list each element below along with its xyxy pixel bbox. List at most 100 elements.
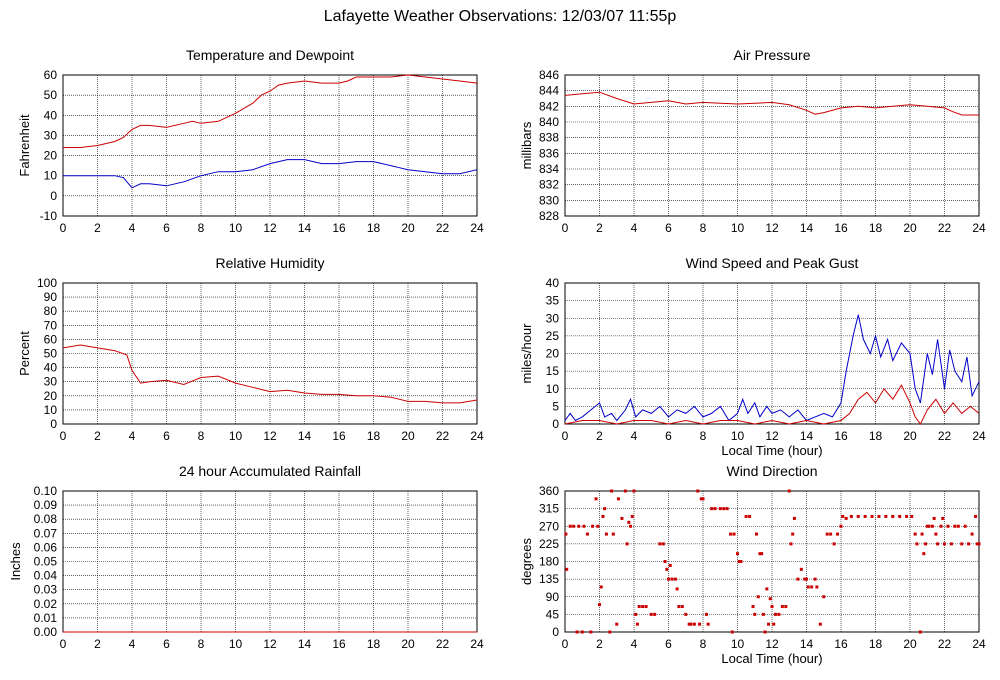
y-tick-label: 0	[50, 417, 57, 431]
data-point	[575, 630, 579, 634]
data-point	[796, 577, 800, 581]
y-tick-label: 80	[44, 304, 58, 318]
data-point	[665, 567, 669, 571]
data-point	[967, 542, 971, 546]
y-tick-label: 0.00	[34, 625, 58, 639]
y-tick-label: 50	[44, 347, 58, 361]
data-point	[675, 587, 679, 591]
data-point	[629, 524, 633, 528]
x-tick-label: 2	[94, 429, 101, 443]
x-tick-label: 14	[800, 429, 814, 443]
x-tick-label: 20	[401, 429, 415, 443]
y-tick-label: -10	[40, 209, 58, 223]
series-line-2	[63, 159, 478, 189]
x-tick-label: 10	[229, 429, 243, 443]
data-point	[663, 560, 667, 563]
data-point	[582, 524, 586, 528]
y-tick-label: 0	[50, 189, 57, 203]
y-axis-label: degrees	[519, 538, 534, 585]
data-point	[815, 585, 819, 589]
x-tick-label: 18	[367, 637, 381, 651]
data-point	[943, 542, 946, 546]
chart-title: Temperature and Dewpoint	[186, 47, 354, 63]
data-point	[822, 595, 826, 599]
plot-frame	[564, 490, 980, 633]
data-point	[596, 524, 600, 528]
x-tick-label: 12	[263, 429, 277, 443]
x-tick-label: 8	[700, 221, 707, 235]
y-tick-label: 35	[546, 294, 560, 308]
data-point	[941, 516, 945, 520]
series-line-2	[564, 384, 980, 425]
data-point	[844, 516, 848, 520]
data-point	[913, 532, 917, 536]
x-tick-label: 6	[665, 429, 672, 443]
data-point	[946, 524, 950, 528]
x-tick-label: 6	[163, 429, 170, 443]
y-tick-label: 100	[37, 276, 57, 290]
x-tick-label: 14	[298, 429, 312, 443]
data-point	[608, 630, 612, 634]
data-point	[856, 514, 860, 518]
y-tick-label: 90	[44, 290, 58, 304]
data-point	[773, 612, 777, 616]
data-point	[829, 532, 833, 536]
data-point	[763, 630, 767, 634]
x-tick-label: 6	[163, 637, 170, 651]
y-tick-label: 5	[552, 399, 559, 413]
data-point	[925, 524, 929, 528]
data-point	[930, 524, 934, 528]
x-tick-label: 24	[470, 637, 484, 651]
x-tick-label: 4	[631, 429, 638, 443]
data-point	[729, 532, 733, 536]
data-point	[585, 532, 589, 536]
data-point	[565, 567, 569, 571]
data-point	[799, 567, 803, 571]
x-tick-label: 4	[129, 637, 136, 651]
x-tick-label: 14	[800, 637, 814, 651]
x-tick-label: 8	[198, 221, 205, 235]
data-point	[765, 587, 769, 591]
y-tick-label: 834	[539, 162, 559, 176]
y-tick-label: 0.03	[34, 583, 58, 597]
x-tick-label: 24	[972, 637, 986, 651]
x-tick-label: 6	[163, 221, 170, 235]
y-tick-label: 0.04	[34, 569, 58, 583]
data-point	[630, 514, 634, 518]
x-tick-label: 2	[94, 221, 101, 235]
y-tick-label: 842	[539, 99, 559, 113]
x-tick-label: 22	[938, 221, 952, 235]
page-title: Lafayette Weather Observations: 12/03/07…	[323, 8, 677, 25]
series-line-1	[63, 74, 478, 148]
data-point	[603, 507, 607, 511]
chart-title: 24 hour Accumulated Rainfall	[179, 463, 361, 479]
data-point	[744, 514, 748, 518]
data-point	[974, 514, 978, 518]
y-tick-label: 30	[44, 375, 58, 389]
data-point	[784, 605, 788, 609]
data-point	[713, 507, 717, 511]
x-tick-label: 10	[229, 221, 243, 235]
data-point	[625, 542, 629, 546]
x-tick-label: 20	[903, 637, 917, 651]
data-point	[758, 552, 762, 556]
y-tick-label: 15	[546, 364, 560, 378]
y-tick-label: 50	[44, 88, 58, 102]
y-tick-label: 0	[552, 417, 559, 431]
data-point	[732, 532, 736, 536]
data-point	[949, 542, 953, 546]
x-tick-label: 0	[562, 221, 569, 235]
data-point	[806, 585, 810, 589]
data-point	[692, 622, 696, 626]
y-axis-label: Percent	[17, 331, 32, 376]
y-tick-label: 0.02	[34, 597, 58, 611]
x-tick-label: 24	[470, 429, 484, 443]
data-point	[818, 622, 822, 626]
data-point	[839, 524, 843, 528]
data-point	[653, 612, 657, 616]
y-tick-label: 0.05	[34, 555, 58, 569]
